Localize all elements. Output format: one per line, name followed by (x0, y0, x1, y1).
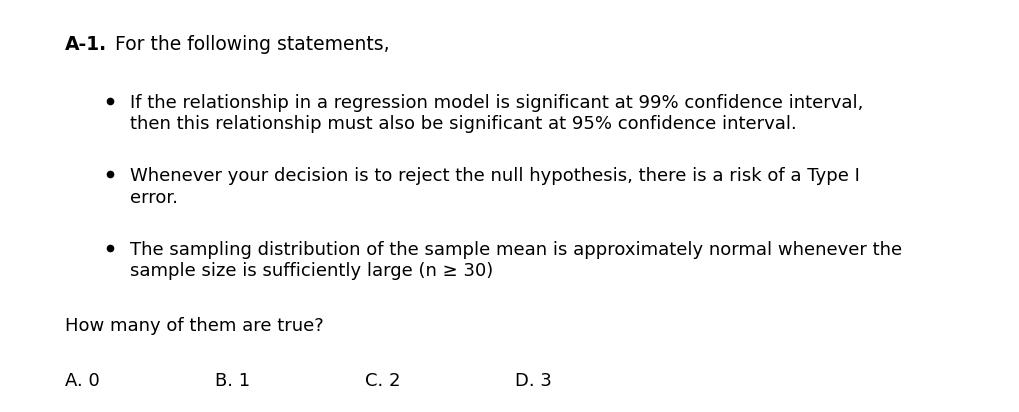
Text: The sampling distribution of the sample mean is approximately normal whenever th: The sampling distribution of the sample … (129, 241, 901, 259)
Text: then this relationship must also be significant at 95% confidence interval.: then this relationship must also be sign… (129, 115, 796, 133)
Text: B. 1: B. 1 (215, 372, 250, 390)
Text: For the following statements,: For the following statements, (109, 35, 389, 54)
Text: error.: error. (129, 189, 178, 207)
Text: How many of them are true?: How many of them are true? (65, 317, 323, 335)
Text: A. 0: A. 0 (65, 372, 100, 390)
Text: If the relationship in a regression model is significant at 99% confidence inter: If the relationship in a regression mode… (129, 94, 862, 112)
Text: Whenever your decision is to reject the null hypothesis, there is a risk of a Ty: Whenever your decision is to reject the … (129, 168, 859, 185)
Text: C. 2: C. 2 (365, 372, 400, 390)
Text: A-1.: A-1. (65, 35, 107, 54)
Text: sample size is sufficiently large (n ≥ 30): sample size is sufficiently large (n ≥ 3… (129, 262, 493, 281)
Text: D. 3: D. 3 (515, 372, 551, 390)
